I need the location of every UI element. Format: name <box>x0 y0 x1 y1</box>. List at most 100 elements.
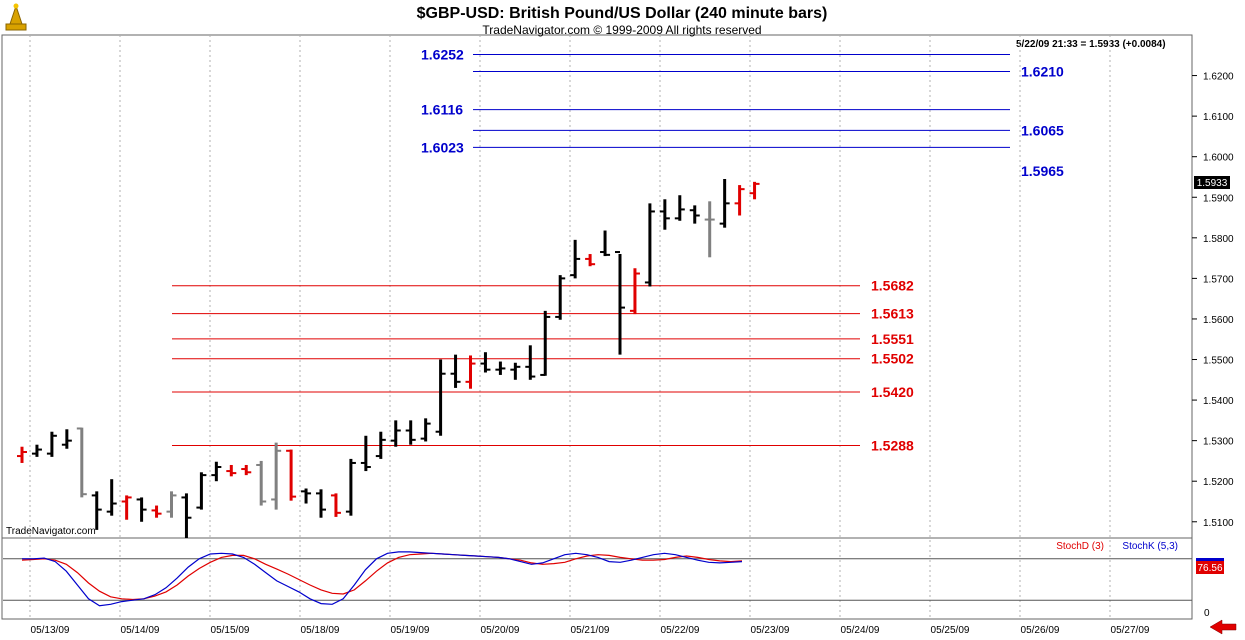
ohlc-bar <box>151 505 162 518</box>
stochastic-panel <box>3 551 1192 607</box>
ohlc-bar <box>46 431 57 457</box>
ohlc-bar <box>31 444 42 457</box>
y-tick-label: 1.5400 <box>1203 396 1234 407</box>
x-tick-label: 05/19/09 <box>391 625 430 636</box>
price-axis-ticks: 1.5100 1.5200 1.5300 1.5400 1.5500 1.5600 1.57… <box>1192 72 1234 529</box>
watermark: TradeNavigator.com <box>6 526 96 537</box>
ohlc-bar <box>121 495 132 520</box>
trade-navigator-logo <box>5 3 27 31</box>
ohlc-bar <box>91 491 102 530</box>
ohlc-bar <box>734 185 745 216</box>
x-tick-label: 05/22/09 <box>661 625 700 636</box>
ohlc-bar <box>510 362 521 380</box>
ohlc-bar <box>136 497 147 522</box>
x-tick-label: 05/23/09 <box>751 625 790 636</box>
ohlc-bar <box>629 268 640 315</box>
resistance-label: 1.5965 <box>1021 163 1064 179</box>
ohlc-bar <box>196 472 207 510</box>
ohlc-bar <box>17 446 27 463</box>
ohlc-bar <box>644 203 655 287</box>
y-tick-label: 1.5200 <box>1203 477 1234 488</box>
ohlc-bar <box>106 479 117 516</box>
x-tick-label: 05/15/09 <box>211 625 250 636</box>
ohlc-bar <box>420 418 431 442</box>
y-tick-label: 1.5500 <box>1203 356 1234 367</box>
ohlc-bar <box>450 354 461 388</box>
x-tick-label: 05/18/09 <box>301 625 340 636</box>
ohlc-bar <box>749 181 760 200</box>
ohlc-bar <box>61 429 72 449</box>
vertical-grid <box>29 35 1111 619</box>
last-price-label: 1.5933 <box>1197 178 1228 189</box>
y-tick-label: 1.5900 <box>1203 193 1234 204</box>
ohlc-bar <box>704 201 715 258</box>
ohlc-bar <box>256 460 267 506</box>
y-tick-label: 1.6000 <box>1203 153 1234 164</box>
y-tick-label: 1.5700 <box>1203 274 1234 285</box>
ohlc-bar <box>76 427 87 498</box>
ohlc-bar <box>525 345 536 380</box>
ohlc-bar <box>181 493 192 538</box>
stoch-value-box-top <box>1196 558 1224 561</box>
ohlc-bar <box>301 488 312 504</box>
y-tick-label: 1.6200 <box>1203 72 1234 83</box>
resistance-label: 1.6252 <box>421 46 464 62</box>
chart-subtitle: TradeNavigator.com © 1999-2009 All right… <box>482 23 761 37</box>
last-bar-info: 5/22/09 21:33 = 1.5933 (+0.0084) <box>1016 39 1166 50</box>
support-label: 1.5551 <box>871 331 914 347</box>
ohlc-bar <box>555 275 566 320</box>
stoch-k-legend: StochK (5,3) <box>1122 541 1178 552</box>
ohlc-bar <box>674 195 685 221</box>
ohlc-bar <box>435 359 446 436</box>
ohlc-bar <box>211 461 222 482</box>
stoch-zero-label: 0 <box>1204 608 1210 619</box>
ohlc-bar <box>465 355 476 389</box>
support-label: 1.5288 <box>871 438 914 454</box>
last-price-box <box>1194 176 1230 189</box>
ohlc-bar <box>495 361 506 375</box>
x-tick-label: 05/27/09 <box>1111 625 1150 636</box>
ohlc-bar <box>375 431 386 459</box>
chart-title: $GBP-USD: British Pound/US Dollar (240 m… <box>417 5 828 22</box>
price-levels: 1.6252 1.6210 1.6116 1.6065 1.6023 1.5965 1.56… <box>172 46 1064 454</box>
stoch-k-line <box>22 551 743 607</box>
ohlc-bar <box>360 435 371 472</box>
ohlc-bar <box>226 464 237 477</box>
ohlc-bar <box>166 491 177 518</box>
x-tick-label: 05/14/09 <box>121 625 160 636</box>
x-tick-label: 05/20/09 <box>481 625 520 636</box>
x-tick-label: 05/25/09 <box>931 625 970 636</box>
ohlc-bar <box>540 310 551 376</box>
scroll-right-arrow[interactable] <box>1209 619 1237 635</box>
support-label: 1.5502 <box>871 351 914 367</box>
x-tick-label: 05/26/09 <box>1021 625 1060 636</box>
ohlc-bar <box>241 464 252 476</box>
support-label: 1.5613 <box>871 306 914 322</box>
ohlc-bar <box>345 458 356 516</box>
stoch-value-label: 76.56 <box>1197 563 1222 574</box>
ohlc-bar <box>570 239 581 279</box>
stoch-d-legend: StochD (3) <box>1056 541 1104 552</box>
ohlc-bar <box>316 489 326 518</box>
resistance-label: 1.6210 <box>1021 64 1064 80</box>
x-tick-label: 05/24/09 <box>841 625 880 636</box>
ohlc-bar <box>585 254 596 267</box>
ohlc-bar <box>659 199 670 230</box>
support-label: 1.5420 <box>871 384 914 400</box>
y-tick-label: 1.5300 <box>1203 437 1234 448</box>
y-tick-label: 1.5100 <box>1203 518 1234 529</box>
resistance-label: 1.6065 <box>1021 122 1064 138</box>
price-bars <box>17 179 760 538</box>
ohlc-bar <box>689 205 700 224</box>
date-axis-ticks: 05/13/09 05/14/09 05/15/09 05/18/09 05/19/09… <box>31 625 1150 636</box>
ohlc-bar <box>719 179 730 228</box>
ohlc-bar <box>615 251 625 355</box>
y-tick-label: 1.6100 <box>1203 112 1234 123</box>
x-tick-label: 05/13/09 <box>31 625 70 636</box>
support-label: 1.5682 <box>871 278 914 294</box>
resistance-label: 1.6023 <box>421 139 464 155</box>
ohlc-bar <box>405 420 416 445</box>
ohlc-bar <box>480 352 491 373</box>
